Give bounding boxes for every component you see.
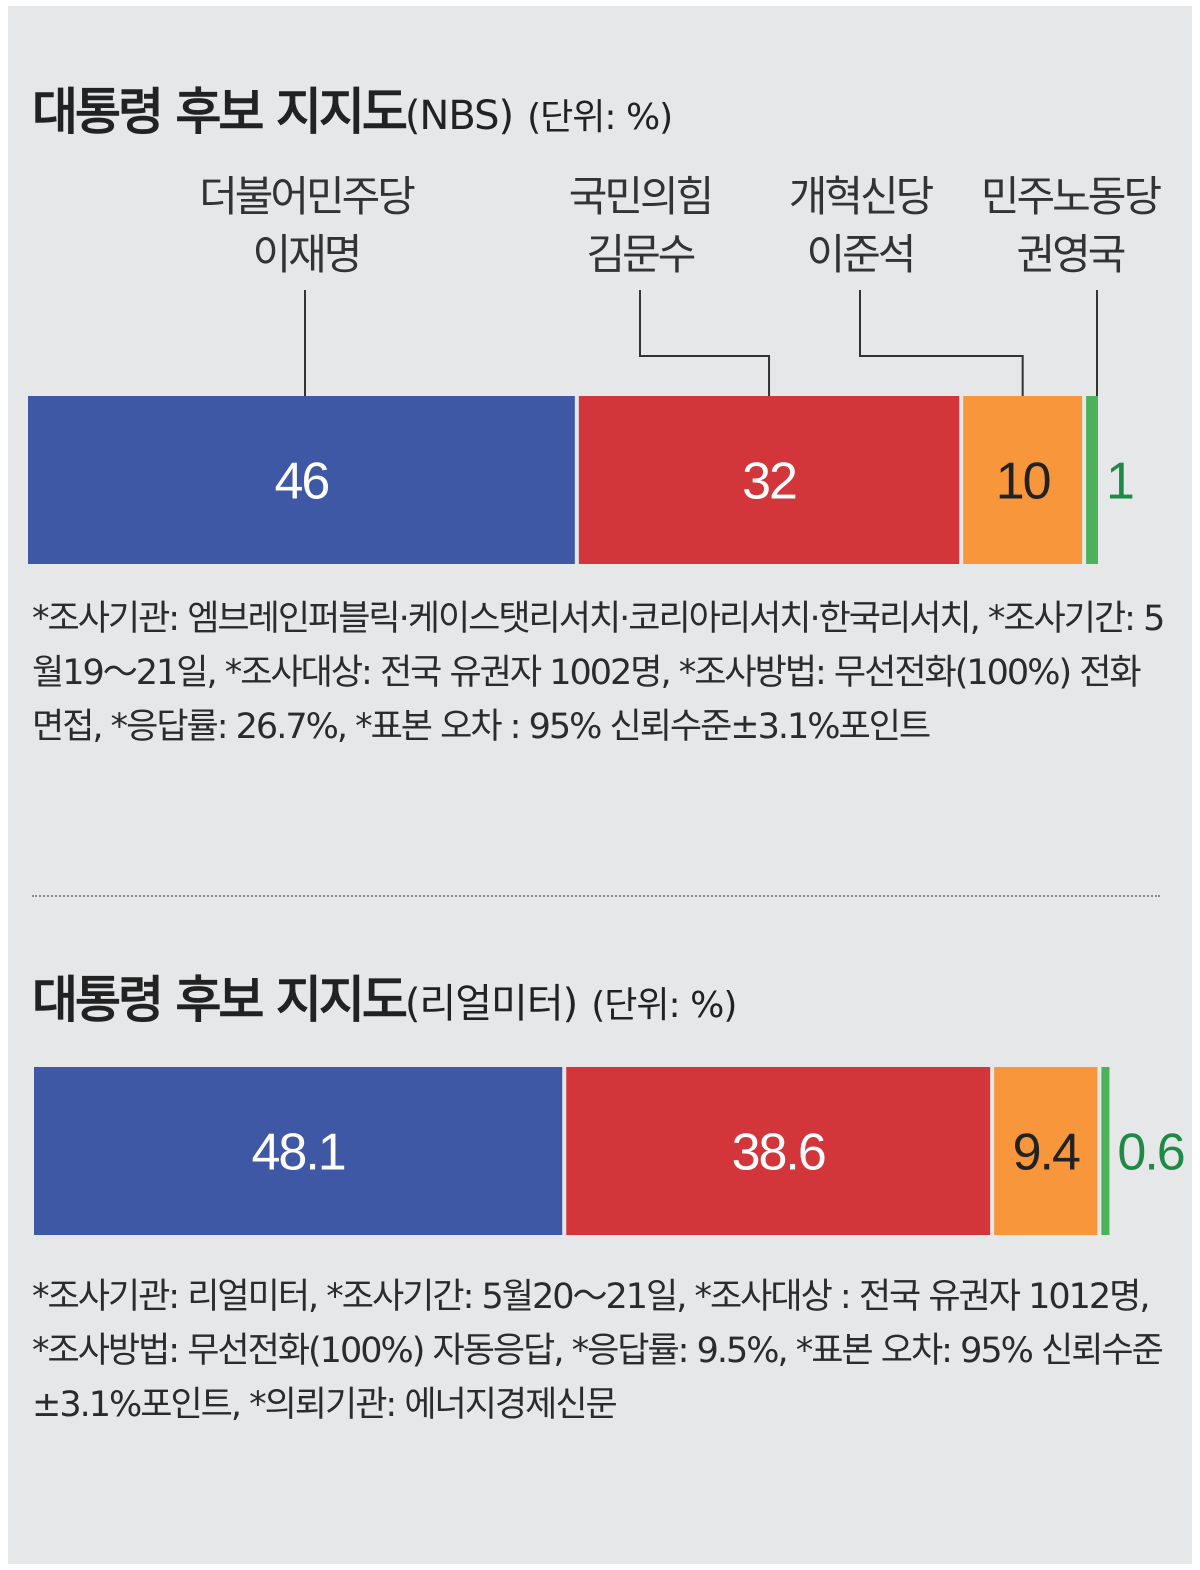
chart1-value-label-2: 10 <box>996 453 1050 511</box>
chart1-title: 대통령 후보 지지도(NBS) (단위: %) <box>32 72 673 144</box>
chart1-title-source: (NBS) <box>404 93 514 139</box>
chart-panel <box>8 6 1192 1564</box>
chart2-value-label-3: 0.6 <box>1117 1124 1183 1182</box>
chart2-title-source: (리얼미터) <box>404 981 578 1027</box>
candidate-party: 민주노동당 <box>980 172 1162 221</box>
chart1-unit: (단위: %) <box>527 97 673 138</box>
candidate-name: 이준석 <box>806 230 917 279</box>
candidate-party: 개혁신당 <box>788 172 935 221</box>
chart2-unit: (단위: %) <box>591 985 737 1026</box>
candidate-name: 김문수 <box>586 230 697 279</box>
chart1-bar-0 <box>28 396 575 564</box>
candidate-party: 더불어민주당 <box>199 172 416 221</box>
chart1-title-main: 대통령 후보 지지도 <box>32 83 408 141</box>
candidate-party: 국민의힘 <box>568 172 715 221</box>
chart2-title-main: 대통령 후보 지지도 <box>32 971 408 1029</box>
chart1-bar-3 <box>1086 396 1098 564</box>
chart2-bar-0 <box>34 1067 563 1235</box>
chart2-bar-2 <box>994 1067 1098 1235</box>
chart1-leader-line-1 <box>639 290 771 396</box>
chart1-candidate-label-0: 더불어민주당 이재명 <box>176 168 436 284</box>
chart2-value-label-0: 48.1 <box>252 1124 345 1182</box>
chart1-value-label-0: 46 <box>274 453 328 511</box>
section-divider <box>32 895 1160 897</box>
chart2-bar-1 <box>566 1067 991 1235</box>
chart1-candidate-label-1: 국민의힘 김문수 <box>540 168 740 284</box>
chart2-value-label-2: 9.4 <box>1013 1124 1080 1182</box>
chart1-survey-notes: *조사기관: 엠브레인퍼블릭·케이스탯리서치·코리아리서치·한국리서치, *조사… <box>32 599 1165 747</box>
chart1-bar-2 <box>963 396 1083 564</box>
chart2-value-label-1: 38.6 <box>732 1124 825 1182</box>
candidate-name: 이재명 <box>252 230 363 279</box>
chart1-leader-line-2 <box>859 290 1024 396</box>
chart1-candidate-label-2: 개혁신당 이준석 <box>760 168 960 284</box>
chart1-bar-1 <box>578 396 960 564</box>
chart1-value-label-1: 32 <box>742 453 796 511</box>
chart2-survey-notes: *조사기관: 리얼미터, *조사기간: 5월20～21일, *조사대상 : 전국… <box>32 1277 1164 1425</box>
chart2-title: 대통령 후보 지지도(리얼미터) (단위: %) <box>32 960 737 1032</box>
chart1-candidate-label-3: 민주노동당 권영국 <box>960 168 1180 284</box>
candidate-name: 권영국 <box>1016 230 1127 279</box>
chart2-bar-3 <box>1101 1067 1110 1235</box>
chart1-value-label-3: 1 <box>1106 453 1133 511</box>
